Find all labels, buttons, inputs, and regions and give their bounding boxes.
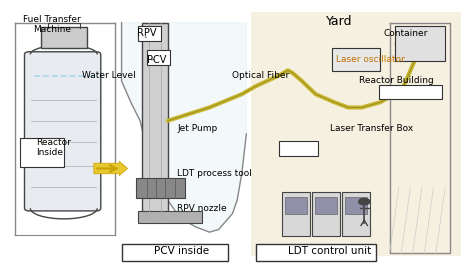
Polygon shape — [121, 23, 246, 232]
Text: Yard: Yard — [326, 15, 352, 28]
Text: Jet Pump: Jet Pump — [177, 124, 217, 133]
FancyBboxPatch shape — [121, 244, 228, 261]
FancyBboxPatch shape — [342, 192, 370, 236]
Text: Fuel Transfer
Machine: Fuel Transfer Machine — [23, 15, 81, 34]
FancyBboxPatch shape — [379, 85, 442, 99]
FancyBboxPatch shape — [138, 211, 202, 223]
FancyBboxPatch shape — [142, 23, 168, 219]
FancyBboxPatch shape — [315, 197, 338, 214]
FancyBboxPatch shape — [345, 197, 367, 214]
Text: Laser oscillator: Laser oscillator — [337, 55, 405, 64]
FancyBboxPatch shape — [25, 52, 101, 211]
Text: PCV: PCV — [146, 55, 166, 65]
Text: Water Level: Water Level — [82, 71, 136, 80]
Circle shape — [359, 198, 370, 205]
Text: Laser Transfer Box: Laser Transfer Box — [330, 124, 413, 133]
Text: Optical Fiber: Optical Fiber — [232, 71, 290, 80]
Text: PCV inside: PCV inside — [154, 246, 209, 256]
FancyBboxPatch shape — [312, 192, 340, 236]
FancyBboxPatch shape — [395, 25, 445, 61]
FancyBboxPatch shape — [136, 178, 186, 198]
Text: Reactor Building: Reactor Building — [359, 76, 434, 85]
Text: LDT control unit: LDT control unit — [288, 246, 371, 256]
FancyBboxPatch shape — [279, 142, 318, 156]
FancyBboxPatch shape — [282, 192, 310, 236]
FancyBboxPatch shape — [251, 12, 461, 256]
Text: Reactor
Inside: Reactor Inside — [36, 137, 71, 157]
FancyBboxPatch shape — [256, 244, 376, 261]
FancyBboxPatch shape — [285, 197, 307, 214]
FancyBboxPatch shape — [332, 48, 380, 71]
Text: LDT process tool: LDT process tool — [177, 169, 252, 178]
Text: Container: Container — [384, 29, 428, 38]
FancyBboxPatch shape — [20, 138, 64, 167]
FancyArrow shape — [94, 161, 127, 176]
Text: RPV: RPV — [137, 28, 157, 38]
FancyBboxPatch shape — [146, 50, 170, 65]
Text: RPV nozzle: RPV nozzle — [177, 204, 226, 213]
FancyBboxPatch shape — [40, 27, 87, 48]
FancyBboxPatch shape — [138, 26, 161, 41]
